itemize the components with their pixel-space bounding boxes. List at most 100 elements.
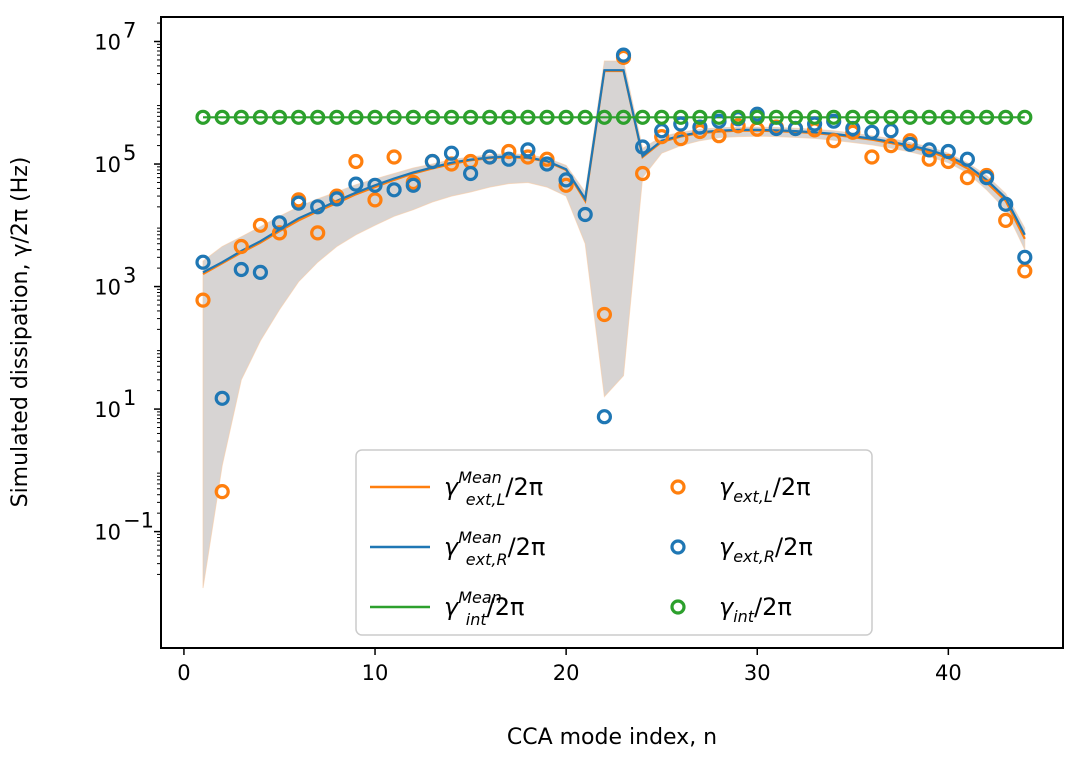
data-point-2-1 [214, 109, 230, 125]
data-point-1-18 [539, 156, 555, 172]
data-point-1-1 [214, 390, 230, 406]
data-point-2-39 [940, 109, 956, 125]
data-point-1-7 [329, 191, 345, 207]
y-tick-exponent--1: −1 [123, 509, 154, 533]
y-tick-label-7: 10 [94, 31, 121, 55]
data-point-0-24 [673, 131, 689, 147]
legend-label-mean_int: γMean int/2π [444, 588, 524, 629]
data-point-0-16 [501, 143, 517, 160]
legend-box [355, 449, 873, 636]
data-point-0-20 [596, 306, 613, 323]
data-point-2-16 [501, 109, 517, 125]
data-point-2-15 [482, 109, 498, 125]
data-point-2-41 [978, 109, 995, 125]
data-point-1-14 [463, 165, 479, 182]
data-point-1-43 [1017, 249, 1033, 265]
y-tick-exponent-1: 1 [123, 386, 136, 410]
legend-marker-int [670, 599, 686, 615]
data-point-0-17 [520, 149, 536, 165]
legend-label-mean_R: γMean ext,R/2π [444, 528, 545, 569]
data-point-2-11 [405, 109, 421, 125]
data-point-2-43 [1017, 109, 1033, 125]
data-point-2-35 [864, 109, 880, 125]
data-point-2-3 [252, 109, 268, 125]
data-point-1-35 [864, 124, 880, 140]
data-point-1-4 [271, 215, 288, 231]
data-point-1-5 [291, 195, 307, 211]
x-tick-label-10: 10 [362, 661, 389, 685]
data-point-1-17 [520, 142, 536, 158]
data-point-2-4 [271, 109, 288, 125]
data-point-0-19 [558, 177, 574, 193]
data-point-1-13 [443, 145, 460, 161]
data-point-1-11 [405, 177, 421, 193]
data-point-2-6 [310, 109, 326, 125]
x-tick-label-0: 0 [177, 661, 190, 685]
data-point-1-20 [577, 206, 593, 223]
data-point-2-40 [959, 109, 976, 125]
data-point-1-23 [634, 139, 651, 155]
x-axis-label: CCA mode index, n [507, 725, 717, 750]
data-point-1-37 [902, 136, 918, 152]
data-point-2-34 [845, 109, 861, 125]
data-point-2-0 [195, 109, 211, 125]
data-point-0-4 [271, 225, 288, 241]
plot-frame [160, 16, 1064, 649]
data-point-2-32 [806, 109, 823, 125]
data-point-1-8 [348, 176, 364, 192]
data-point-1-10 [386, 182, 402, 198]
data-point-2-12 [424, 109, 440, 125]
data-point-2-37 [902, 109, 918, 125]
y-tick-exponent-7: 7 [123, 19, 136, 43]
x-tick-label-40: 40 [935, 661, 962, 685]
data-point-2-30 [768, 109, 784, 125]
data-point-2-10 [386, 109, 402, 125]
data-point-2-13 [443, 109, 460, 125]
legend-label-mean_L: γMean ext,L/2π [444, 468, 543, 509]
data-point-0-6 [310, 225, 326, 241]
y-tick-label--1: 10 [94, 521, 121, 545]
data-point-1-25 [673, 116, 689, 132]
data-point-0-26 [711, 128, 727, 144]
legend-label-ext_R: γext,R/2π [719, 533, 813, 566]
data-point-0-3 [252, 217, 268, 233]
data-point-1-32 [806, 116, 823, 132]
data-point-2-24 [654, 109, 670, 125]
legend: γMean ext,L/2π γMean ext,R/2π γMean int/2π γex… [355, 449, 873, 636]
y-tick-exponent-5: 5 [123, 141, 136, 165]
data-point-2-28 [730, 109, 746, 125]
data-point-0-1 [214, 484, 230, 500]
data-point-0-32 [826, 133, 842, 149]
data-point-0-23 [654, 129, 670, 145]
data-point-1-16 [501, 151, 517, 167]
data-point-2-29 [749, 109, 765, 125]
data-point-0-37 [921, 151, 937, 167]
data-point-2-26 [692, 109, 708, 125]
data-point-2-22 [615, 109, 632, 125]
data-point-0-18 [539, 151, 555, 167]
data-point-1-0 [195, 254, 211, 270]
data-point-2-36 [883, 109, 899, 125]
data-point-1-41 [978, 170, 995, 186]
point-layer [195, 47, 1033, 500]
legend-marker-ext_R [670, 539, 686, 555]
data-point-0-22 [634, 165, 651, 182]
data-point-2-42 [998, 109, 1014, 125]
data-point-2-14 [463, 109, 479, 125]
data-point-1-39 [940, 143, 956, 160]
data-point-2-2 [233, 109, 249, 125]
data-point-0-34 [864, 149, 880, 165]
data-point-1-12 [424, 153, 440, 170]
data-point-2-20 [577, 109, 593, 125]
y-tick-label-3: 10 [94, 276, 121, 300]
data-point-0-9 [367, 192, 383, 208]
data-point-2-5 [291, 109, 307, 125]
legend-marker-ext_L [670, 479, 686, 495]
data-point-1-42 [998, 196, 1014, 212]
data-point-2-38 [921, 109, 937, 125]
data-point-0-39 [959, 170, 976, 186]
data-point-1-9 [367, 177, 383, 193]
data-point-1-2 [233, 261, 249, 278]
